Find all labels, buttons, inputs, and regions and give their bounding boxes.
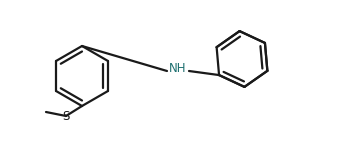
Text: NH: NH: [169, 61, 187, 74]
Text: S: S: [62, 109, 70, 122]
